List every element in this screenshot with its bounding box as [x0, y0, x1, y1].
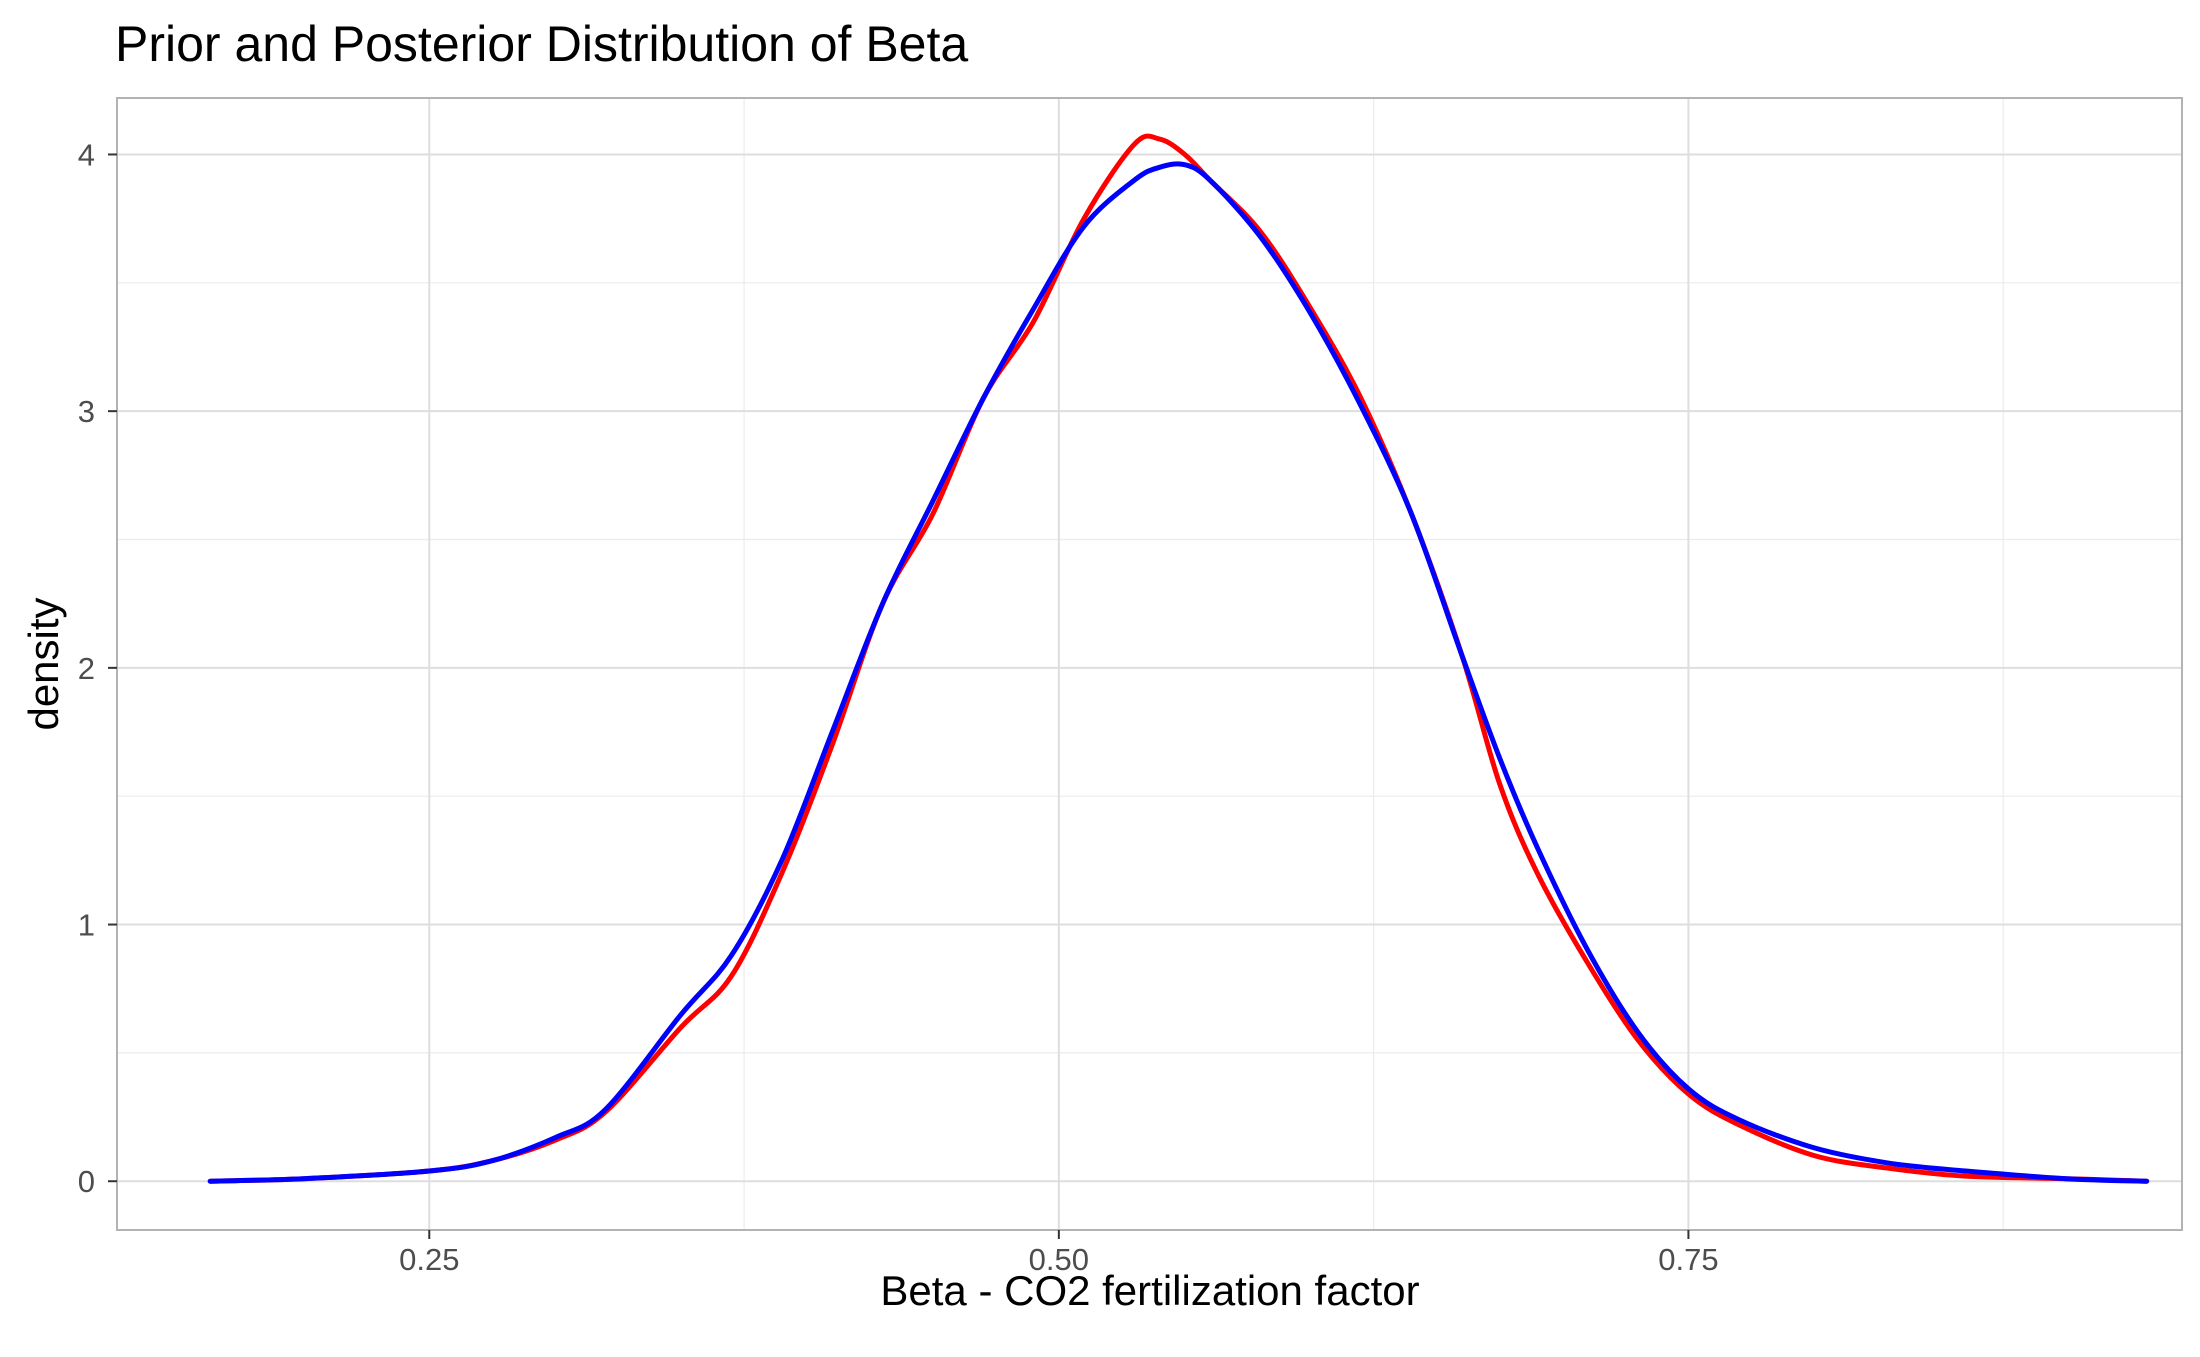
density-line-2 — [207, 161, 2150, 1184]
y-tick-label: 3 — [78, 394, 95, 429]
x-axis-title: Beta - CO2 fertilization factor — [880, 1267, 1419, 1314]
x-axis-ticks: 0.25 0.50 0.75 — [399, 1230, 1719, 1277]
y-tick-label: 1 — [78, 908, 95, 943]
x-tick-label: 0.25 — [399, 1242, 459, 1277]
chart-title: Prior and Posterior Distribution of Beta — [115, 16, 968, 72]
y-tick-label: 2 — [78, 651, 95, 686]
density-line-1 — [207, 133, 2150, 1184]
x-tick-label: 0.75 — [1658, 1242, 1718, 1277]
plot-panel-border — [116, 97, 2183, 1231]
y-axis-title: density — [20, 597, 67, 730]
series-lines — [207, 133, 2150, 1184]
minor-gridlines — [117, 98, 2182, 1230]
y-tick-label: 0 — [78, 1164, 95, 1199]
y-axis-ticks: 0 1 2 3 4 — [78, 137, 117, 1199]
x-tick-label: 0.50 — [1029, 1242, 1089, 1277]
major-gridlines — [117, 98, 2182, 1230]
y-tick-label: 4 — [78, 137, 95, 172]
